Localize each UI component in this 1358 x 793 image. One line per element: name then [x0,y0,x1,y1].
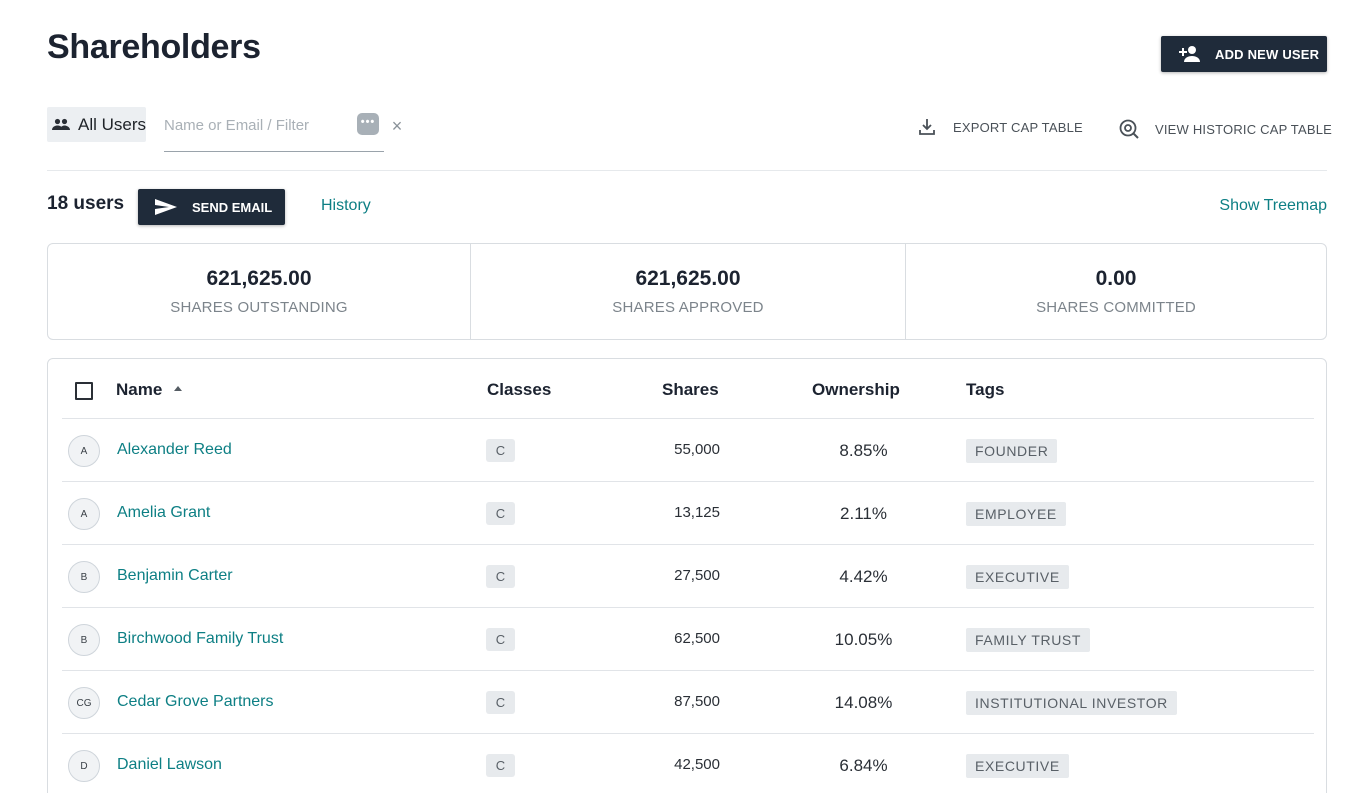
shares-value: 13,125 [674,504,720,521]
table-row[interactable]: A Amelia Grant C 13,125 2.11% EMPLOYEE [62,482,1314,545]
class-badge: C [486,439,515,462]
shares-value: 27,500 [674,567,720,584]
avatar: D [68,750,100,782]
column-header-shares[interactable]: Shares [662,380,719,399]
avatar: B [68,624,100,656]
stat-shares-committed: 0.00 SHARES COMMITTED [906,244,1326,339]
all-users-label: All Users [78,114,147,134]
tag-badge: FOUNDER [966,439,1058,463]
avatar: A [68,498,100,530]
search-input[interactable] [164,108,349,142]
export-cap-table-button[interactable]: EXPORT CAP TABLE [918,118,1083,136]
stat-shares-outstanding: 621,625.00 SHARES OUTSTANDING [48,244,471,339]
add-new-user-label: ADD NEW USER [1215,46,1320,62]
avatar: B [68,561,100,593]
shareholder-name-link[interactable]: Amelia Grant [117,504,211,521]
shareholder-name-link[interactable]: Birchwood Family Trust [117,630,284,647]
column-header-classes[interactable]: Classes [487,380,552,399]
table-row[interactable]: B Benjamin Carter C 27,500 4.42% EXECUTI… [62,545,1314,608]
tag-badge: FAMILY TRUST [966,628,1090,652]
search-field: ••• [164,108,384,152]
export-cap-table-label: EXPORT CAP TABLE [953,119,1083,135]
tag-badge: EMPLOYEE [966,502,1066,526]
view-historic-cap-table-label: VIEW HISTORIC CAP TABLE [1155,121,1333,137]
class-badge: C [486,628,515,651]
stat-label: SHARES OUTSTANDING [170,299,348,316]
stat-label: SHARES APPROVED [612,299,764,316]
sort-ascending-icon[interactable] [174,386,182,391]
show-treemap-link[interactable]: Show Treemap [1219,197,1327,214]
column-header-name[interactable]: Name [116,380,162,400]
class-badge: C [486,502,515,525]
history-view-icon [1119,119,1139,139]
tag-badge: INSTITUTIONAL INVESTOR [966,691,1177,715]
people-icon [52,118,70,130]
download-icon [919,119,935,135]
tag-badge: EXECUTIVE [966,754,1069,778]
shareholder-name-link[interactable]: Alexander Reed [117,441,232,458]
shares-value: 87,500 [674,693,720,710]
user-count: 18 users [47,193,125,214]
ownership-value: 8.85% [839,441,888,460]
add-person-icon [1179,46,1200,62]
page-title: Shareholders [47,28,261,66]
avatar: A [68,435,100,467]
more-options-icon[interactable]: ••• [357,113,379,135]
ownership-value: 2.11% [840,504,887,523]
stat-shares-approved: 621,625.00 SHARES APPROVED [471,244,906,339]
stat-label: SHARES COMMITTED [1036,299,1196,316]
table-row[interactable]: CG Cedar Grove Partners C 87,500 14.08% … [62,671,1314,734]
shares-value: 42,500 [674,756,720,773]
shareholders-table: Name Classes Shares Ownership Tags A Ale… [47,358,1327,793]
table-header: Name Classes Shares Ownership Tags [62,359,1314,419]
send-email-button[interactable]: SEND EMAIL [138,189,285,225]
class-badge: C [486,754,515,777]
send-email-label: SEND EMAIL [192,199,273,215]
ownership-value: 6.84% [839,756,888,775]
ownership-value: 14.08% [834,693,893,712]
column-header-ownership[interactable]: Ownership [812,380,900,399]
shareholder-name-link[interactable]: Benjamin Carter [117,567,233,584]
all-users-filter[interactable]: All Users [47,107,146,142]
ownership-value: 4.42% [839,567,888,586]
stat-value: 0.00 [1095,267,1137,290]
ownership-value: 10.05% [834,630,893,649]
select-all-checkbox[interactable] [75,382,93,400]
divider [47,170,1327,171]
avatar: CG [68,687,100,719]
shares-value: 55,000 [674,441,720,458]
class-badge: C [486,691,515,714]
class-badge: C [486,565,515,588]
shareholder-name-link[interactable]: Cedar Grove Partners [117,693,274,710]
table-row[interactable]: B Birchwood Family Trust C 62,500 10.05%… [62,608,1314,671]
history-link[interactable]: History [321,197,371,214]
shareholder-name-link[interactable]: Daniel Lawson [117,756,222,773]
share-stats-panel: 621,625.00 SHARES OUTSTANDING 621,625.00… [47,243,1327,340]
add-new-user-button[interactable]: ADD NEW USER [1161,36,1327,72]
table-row[interactable]: D Daniel Lawson C 42,500 6.84% EXECUTIVE [62,734,1314,793]
shares-value: 62,500 [674,630,720,647]
table-row[interactable]: A Alexander Reed C 55,000 8.85% FOUNDER [62,419,1314,482]
close-icon[interactable]: × [391,116,403,136]
stat-value: 621,625.00 [635,267,741,290]
column-header-name-label: Name [116,380,163,399]
view-historic-cap-table-button[interactable]: VIEW HISTORIC CAP TABLE [1118,118,1332,140]
stat-value: 621,625.00 [206,267,312,290]
tag-badge: EXECUTIVE [966,565,1069,589]
column-header-tags[interactable]: Tags [966,380,1005,399]
send-icon [155,199,177,215]
